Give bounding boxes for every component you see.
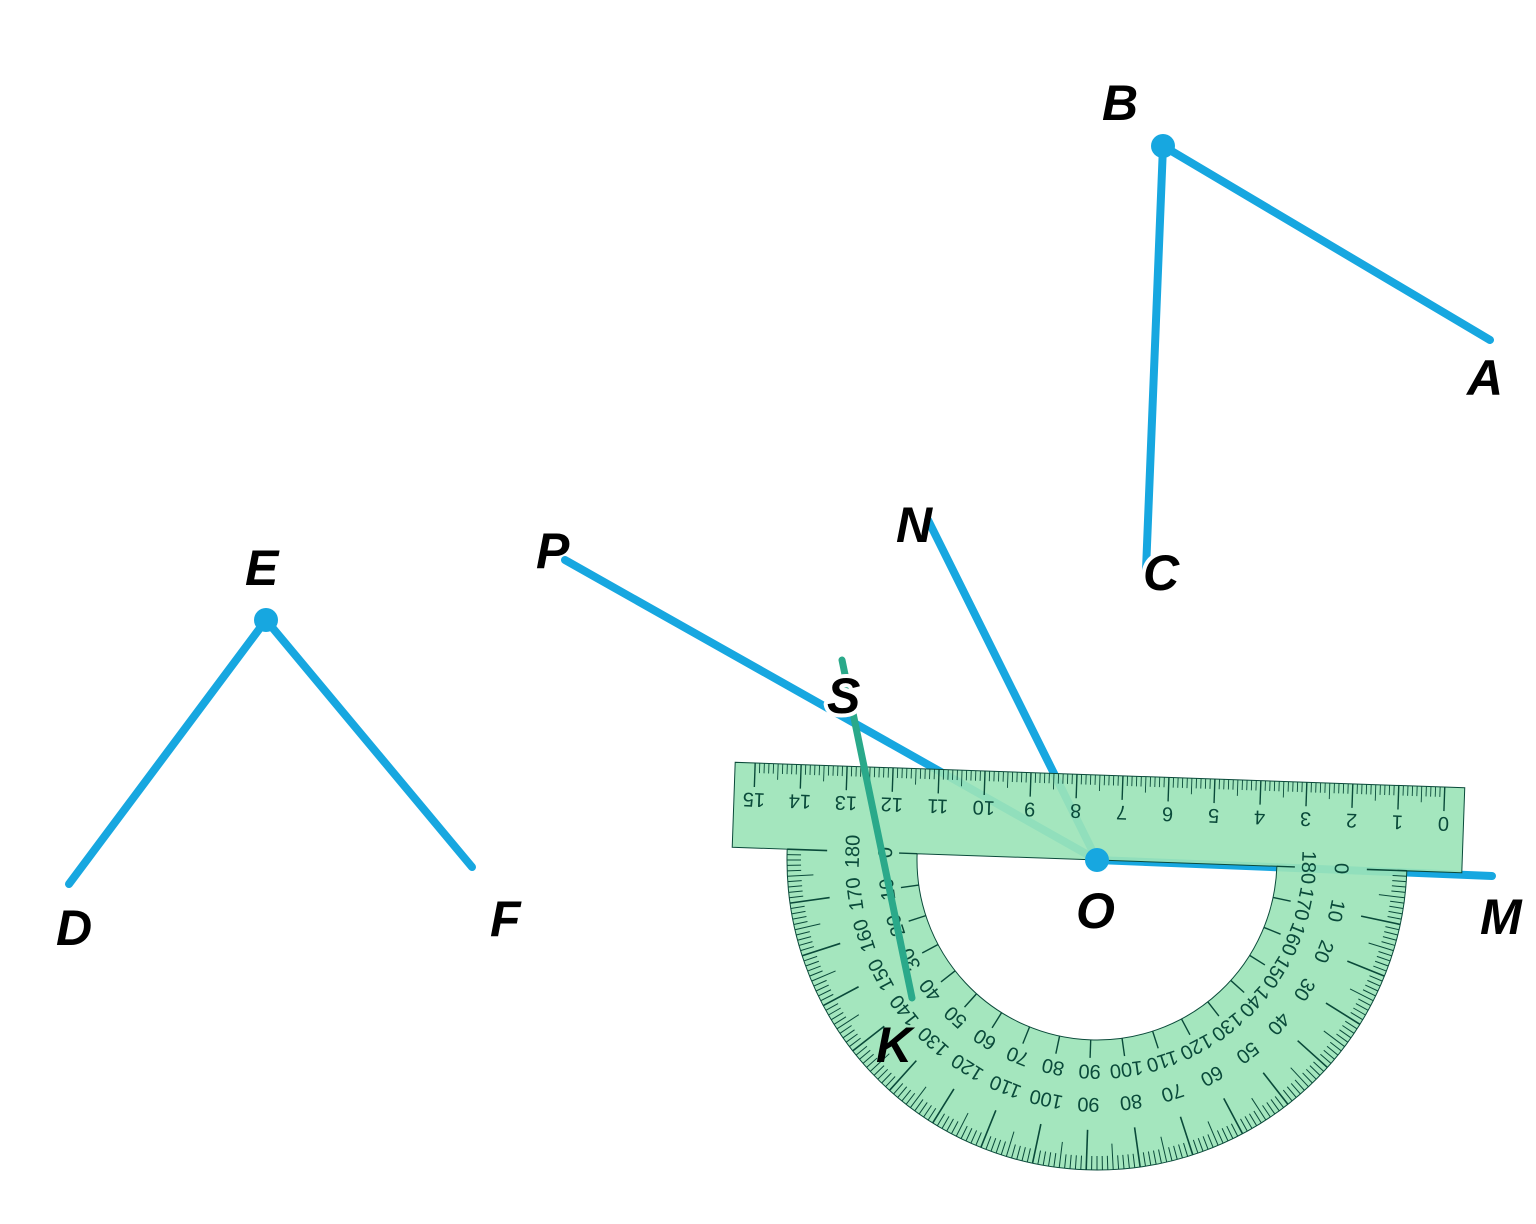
label-N: N xyxy=(896,497,933,553)
svg-text:8: 8 xyxy=(1070,799,1082,821)
svg-text:12: 12 xyxy=(880,792,903,815)
label-K: K xyxy=(876,1017,916,1073)
svg-text:2: 2 xyxy=(1346,809,1358,831)
svg-text:90: 90 xyxy=(1077,1092,1100,1115)
label-C: C xyxy=(1143,545,1180,601)
svg-text:10: 10 xyxy=(1323,898,1349,924)
svg-text:170: 170 xyxy=(842,876,868,912)
label-M: M xyxy=(1480,889,1523,945)
label-S: S xyxy=(827,668,860,724)
svg-text:11: 11 xyxy=(927,794,949,817)
label-F: F xyxy=(490,891,522,947)
angle-DEF: D E F xyxy=(56,540,522,956)
svg-text:1: 1 xyxy=(1392,810,1404,832)
angle-ABC: AB xyxy=(1102,75,1503,570)
svg-text:3: 3 xyxy=(1300,807,1312,829)
svg-text:4: 4 xyxy=(1254,805,1266,827)
svg-text:5: 5 xyxy=(1208,804,1220,826)
svg-text:80: 80 xyxy=(1040,1053,1066,1079)
svg-text:15: 15 xyxy=(742,788,765,811)
geometry-diagram: DEFAB01801017020160301504014050130601207… xyxy=(0,0,1536,1224)
label-B: B xyxy=(1102,75,1138,131)
label-D: D xyxy=(56,900,92,956)
svg-text:7: 7 xyxy=(1116,801,1128,823)
svg-text:180: 180 xyxy=(1296,850,1319,884)
label-A: A xyxy=(1465,350,1503,406)
svg-text:13: 13 xyxy=(834,791,857,814)
svg-text:90: 90 xyxy=(1078,1059,1101,1082)
label-O: O xyxy=(1076,883,1115,939)
svg-text:180: 180 xyxy=(842,834,865,868)
label-E: E xyxy=(245,540,280,596)
svg-text:0: 0 xyxy=(1438,812,1450,834)
svg-text:14: 14 xyxy=(788,789,811,812)
label-P: P xyxy=(536,523,570,579)
protractor[interactable]: 0180101702016030150401405013060120701108… xyxy=(721,762,1464,1182)
svg-text:80: 80 xyxy=(1118,1089,1143,1114)
svg-text:6: 6 xyxy=(1162,802,1174,824)
svg-text:10: 10 xyxy=(972,796,995,819)
svg-text:0: 0 xyxy=(1330,863,1352,875)
svg-text:100: 100 xyxy=(1108,1056,1144,1082)
svg-text:9: 9 xyxy=(1024,797,1036,819)
